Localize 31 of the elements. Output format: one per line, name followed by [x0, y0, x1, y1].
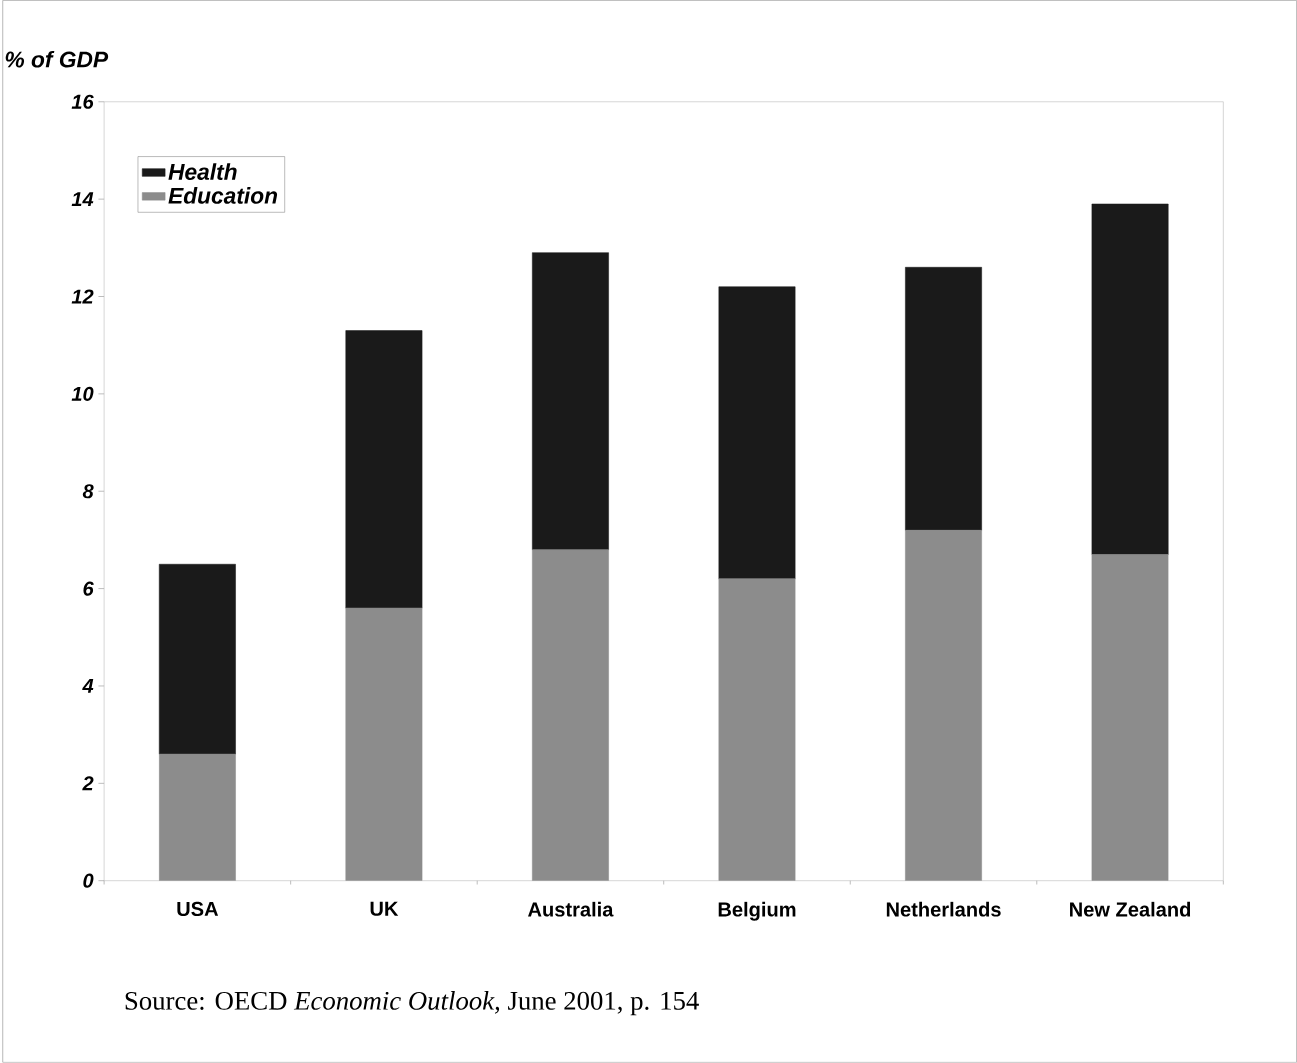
bar: [158, 753, 236, 881]
y-tick-label: 8: [82, 484, 94, 499]
x-tick-label: Australia: [528, 901, 614, 917]
legend-label: Education: [168, 187, 278, 204]
bar: [1091, 554, 1169, 881]
x-tick-label: UK: [370, 901, 399, 916]
y-tick-label: 0: [83, 873, 94, 888]
x-tick-label: USA: [177, 901, 219, 917]
y-tick-label: 10: [71, 386, 94, 402]
bar: [1091, 203, 1169, 555]
y-axis-title: % of GDP: [5, 51, 109, 68]
bar: [905, 267, 982, 531]
y-tick-label: 12: [71, 289, 94, 304]
source-note: Source: OECD Economic Outlook, June 2001, p. 154: [125, 991, 699, 1016]
y-tick-label: 4: [82, 679, 94, 693]
bar: [718, 578, 796, 881]
x-tick-label: Belgium: [718, 901, 796, 921]
bar: [532, 252, 609, 551]
legend-label: Health: [168, 163, 237, 181]
x-tick-label: New Zealand: [1070, 901, 1191, 917]
bar: [345, 330, 423, 609]
x-tick-label: Netherlands: [886, 901, 1001, 917]
bar: [532, 549, 609, 881]
y-tick-label: 16: [71, 94, 94, 109]
bar: [158, 564, 236, 755]
y-tick-label: 14: [71, 192, 94, 207]
bar: [345, 607, 423, 881]
bar: [905, 530, 982, 881]
y-tick-label: 6: [83, 581, 94, 596]
y-tick-label: 2: [82, 776, 94, 791]
bar: [718, 286, 796, 580]
